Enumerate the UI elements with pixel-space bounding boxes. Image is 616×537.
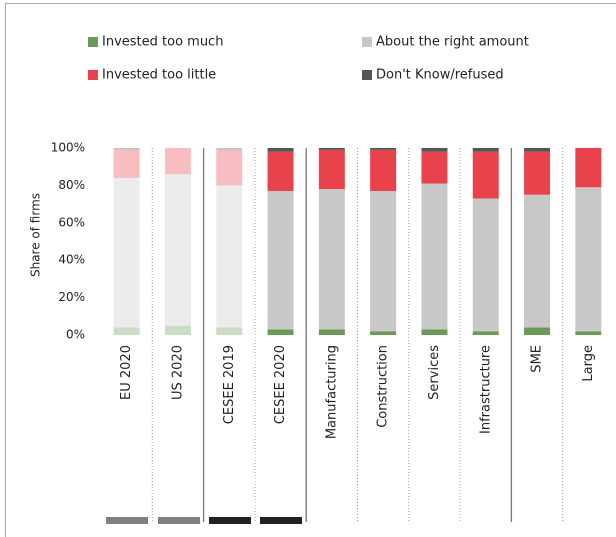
bar-segment [370,331,397,335]
bar-segment [164,325,191,335]
bar-segment [575,148,602,188]
x-tick-label: Infrastructure [478,345,493,434]
frame [5,3,616,537]
bar-segment [113,148,140,150]
legend-label: Invested too much [102,35,223,50]
bar-segment [113,149,140,178]
bar-segment [472,331,499,335]
y-tick-label: 20% [58,290,85,304]
group-marker [158,517,200,524]
bar-segment [267,329,294,335]
legend-swatch [88,70,98,80]
bar-segment [524,194,551,328]
x-tick-label: US 2020 [170,345,185,400]
bar-segment [370,149,397,192]
bar-segment [216,149,243,186]
bar-segment [164,148,191,175]
bar-segment [318,189,345,330]
x-tick-label: SME [530,345,545,373]
legend-label: About the right amount [376,35,529,50]
bar-segment [318,148,345,150]
legend-label: Don't Know/refused [376,68,504,83]
bar-segment [113,177,140,328]
bar-segment [472,198,499,332]
bar-segment [318,149,345,190]
bar-segment [318,329,345,335]
legend-swatch [362,70,372,80]
x-tick-label: Large [581,345,596,382]
y-tick-label: 60% [58,215,85,229]
group-marker [260,517,302,524]
x-tick-label: CESEE 2019 [222,345,237,424]
bar-segment [421,148,448,152]
y-axis-label: Share of firms [29,193,43,277]
bar-segment [575,187,602,332]
bar-segment [421,329,448,335]
bar-segment [164,174,191,326]
bar-segment [370,191,397,332]
legend-label: Invested too little [102,68,216,83]
bar-segment [216,148,243,150]
bar-segment [421,151,448,184]
x-tick-label: Construction [376,345,391,428]
bar-segment [575,331,602,335]
legend-swatch [88,37,98,47]
x-tick-label: Services [427,345,442,400]
bar-segment [472,148,499,152]
bar-segment [524,148,551,152]
bar-segment [524,327,551,335]
bar-segment [421,183,448,330]
x-tick-label: CESEE 2020 [273,345,288,424]
x-tick-label: Manufacturing [324,345,339,439]
bar-segment [267,151,294,192]
group-marker [209,517,251,524]
bar-segment [267,148,294,152]
y-tick-label: 80% [58,178,85,192]
bar-segment [370,148,397,150]
legend-swatch [362,37,372,47]
bar-segment [216,327,243,335]
bar-segment [472,151,499,199]
bar-segment [524,151,551,195]
x-tick-label: EU 2020 [119,345,134,400]
y-tick-label: 0% [66,328,85,342]
y-tick-label: 40% [58,253,85,267]
group-marker [106,517,148,524]
bar-segment [113,327,140,335]
bar-segment [267,191,294,330]
bar-segment [216,185,243,328]
y-tick-label: 100% [51,141,85,155]
